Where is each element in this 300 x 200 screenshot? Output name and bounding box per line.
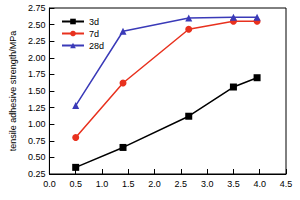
svg-text:1.0: 1.0 — [96, 179, 109, 189]
svg-text:28d: 28d — [89, 41, 104, 51]
svg-text:7d: 7d — [89, 29, 99, 39]
svg-text:0.25: 0.25 — [28, 169, 46, 179]
svg-text:0.75: 0.75 — [28, 136, 46, 146]
svg-text:2.50: 2.50 — [28, 20, 46, 30]
svg-text:2.00: 2.00 — [28, 53, 46, 63]
svg-text:1.75: 1.75 — [28, 69, 46, 79]
svg-text:3d: 3d — [89, 17, 99, 27]
svg-text:1.5: 1.5 — [122, 179, 135, 189]
svg-text:0.0: 0.0 — [43, 179, 56, 189]
svg-text:4.5: 4.5 — [280, 179, 293, 189]
svg-text:2.0: 2.0 — [148, 179, 161, 189]
svg-text:2.5: 2.5 — [175, 179, 188, 189]
svg-text:4.0: 4.0 — [253, 179, 266, 189]
svg-text:0.50: 0.50 — [28, 152, 46, 162]
svg-text:2.25: 2.25 — [28, 36, 46, 46]
svg-text:3.5: 3.5 — [227, 179, 240, 189]
svg-text:0.5: 0.5 — [69, 179, 82, 189]
svg-text:1.00: 1.00 — [28, 119, 46, 129]
svg-text:tensile adhesive strength/MPa: tensile adhesive strength/MPa — [8, 31, 18, 152]
svg-text:1.25: 1.25 — [28, 103, 46, 113]
svg-text:1.50: 1.50 — [28, 86, 46, 96]
svg-text:2.75: 2.75 — [28, 3, 46, 13]
svg-text:3.0: 3.0 — [201, 179, 214, 189]
